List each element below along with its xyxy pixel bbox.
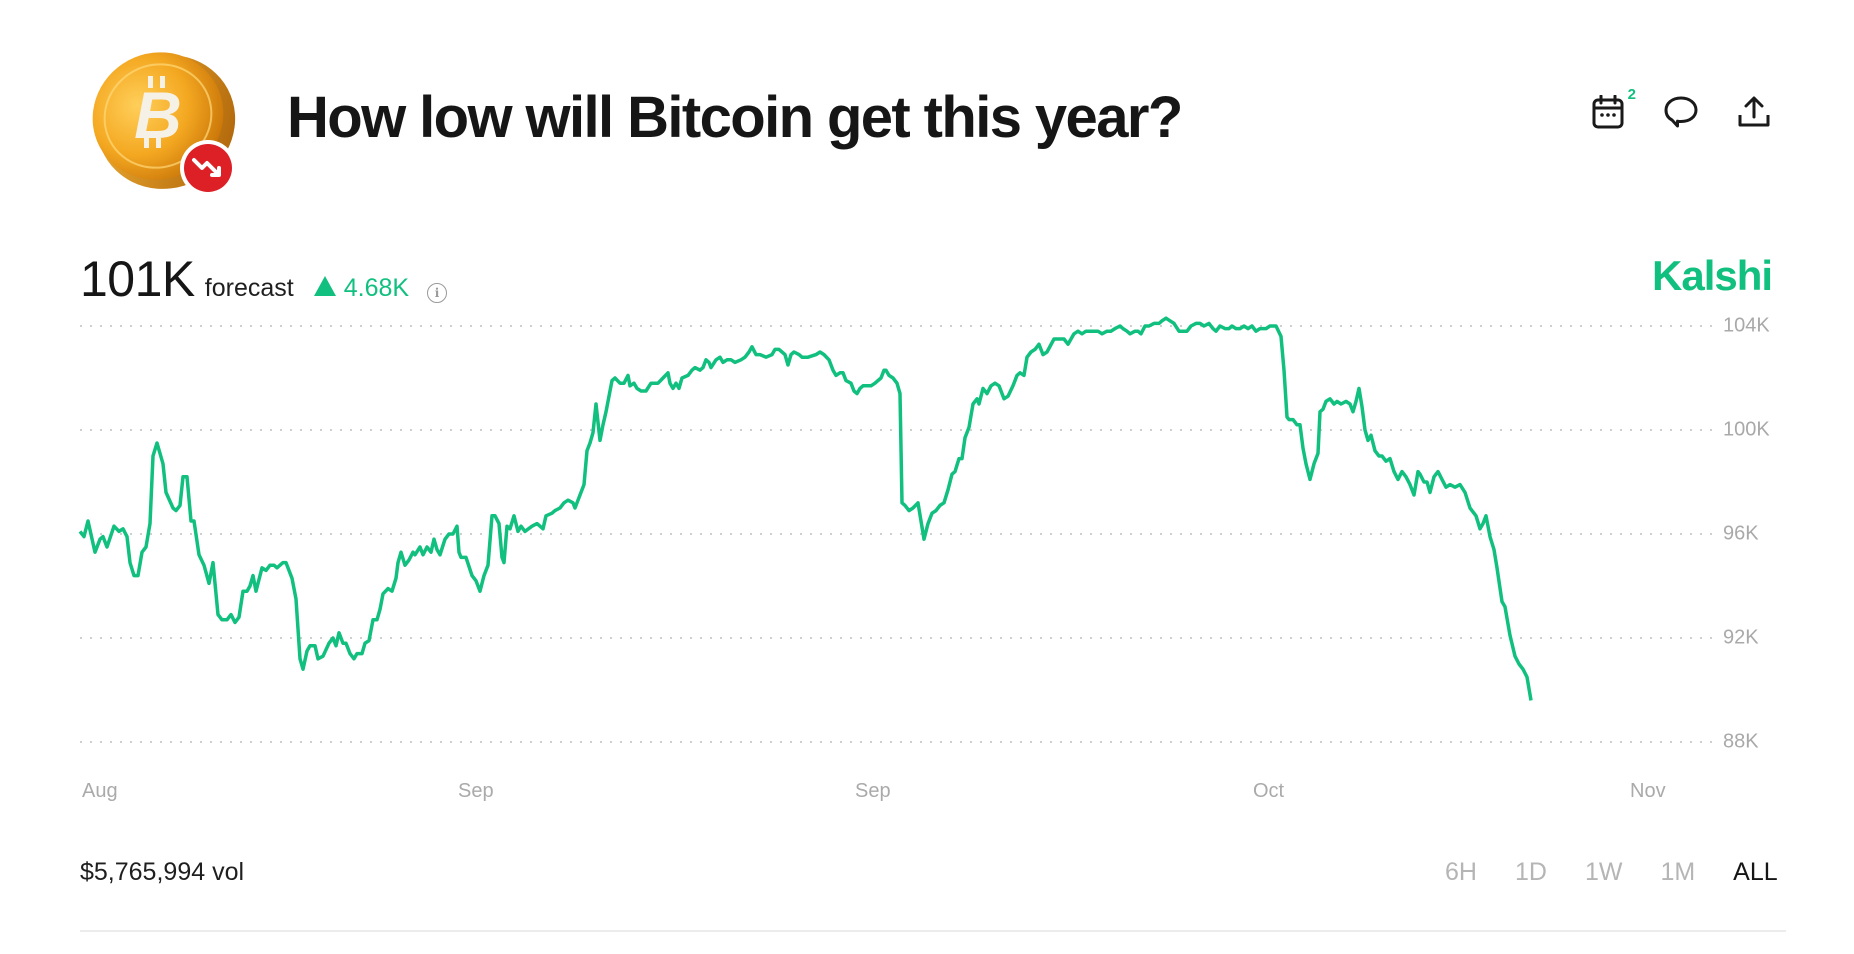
x-axis-label: Aug — [82, 780, 118, 802]
calendar-button[interactable]: 2 — [1588, 86, 1636, 132]
x-axis-label: Sep — [855, 780, 891, 802]
y-axis-label: 96K — [1723, 522, 1759, 545]
y-axis-label: 104K — [1723, 314, 1770, 337]
calendar-badge: 2 — [1627, 86, 1636, 103]
range-all[interactable]: ALL — [1733, 858, 1778, 886]
comment-button[interactable] — [1661, 92, 1701, 132]
x-axis-label: Sep — [458, 780, 494, 802]
range-1m[interactable]: 1M — [1660, 858, 1696, 886]
x-axis-label: Nov — [1630, 780, 1666, 802]
comment-icon — [1664, 96, 1698, 128]
divider — [80, 930, 1786, 932]
page-title: How low will Bitcoin get this year? — [287, 85, 1183, 150]
range-1w[interactable]: 1W — [1584, 858, 1623, 886]
forecast-summary: 101K forecast 4.68K i — [80, 250, 448, 308]
forecast-change: 4.68K — [313, 274, 410, 303]
share-icon — [1738, 96, 1770, 127]
info-icon[interactable]: i — [427, 283, 448, 303]
calendar-icon — [1592, 95, 1624, 129]
y-axis-label: 100K — [1723, 418, 1770, 441]
bitcoin-coin-icon: B — [80, 38, 240, 198]
forecast-line — [78, 316, 1533, 701]
volume-text: $5,765,994 vol — [80, 858, 245, 886]
header-actions: 2 — [1588, 86, 1774, 132]
range-1d[interactable]: 1D — [1514, 858, 1547, 886]
kalshi-logo: Kalshi — [1652, 252, 1773, 299]
x-axis-label: Oct — [1253, 780, 1285, 802]
y-axis-label: 88K — [1723, 730, 1759, 753]
up-triangle-icon — [313, 276, 336, 296]
time-range-selector: 6H 1D 1W 1M ALL — [1445, 858, 1778, 887]
forecast-change-value: 4.68K — [343, 274, 410, 302]
forecast-label: forecast — [204, 274, 294, 302]
forecast-value: 101K — [80, 251, 195, 307]
share-button[interactable] — [1734, 92, 1774, 132]
range-6h[interactable]: 6H — [1445, 858, 1477, 886]
y-axis-label: 92K — [1723, 626, 1759, 649]
